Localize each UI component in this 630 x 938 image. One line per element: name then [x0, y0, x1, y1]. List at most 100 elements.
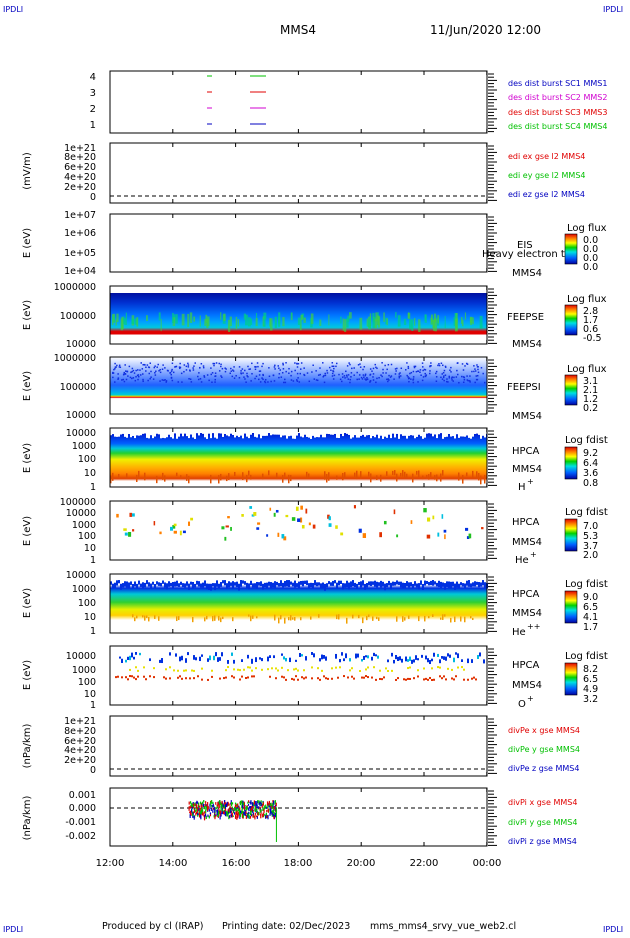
spectrogram-cell: [314, 580, 316, 585]
spectrogram-cell: [381, 362, 383, 364]
divpi-point: [260, 814, 261, 816]
spectrogram-cell: [372, 376, 374, 378]
spectrogram-cell: [131, 675, 133, 677]
spectrogram-cell: [220, 364, 222, 366]
spectrogram-cell: [423, 508, 426, 512]
spectrogram-cell: [284, 618, 286, 624]
spectrogram-cell: [180, 475, 182, 478]
spectrogram-cell: [244, 370, 246, 372]
hpca-hepp-ytick-4: 1: [90, 626, 96, 637]
spectrogram-cell: [200, 315, 201, 326]
divpi-point: [197, 813, 198, 815]
spectrogram-cell: [338, 581, 340, 586]
spectrogram-cell: [429, 677, 431, 679]
spectrogram-cell: [186, 474, 188, 481]
spectrogram-cell: [476, 364, 478, 366]
spectrogram-cell: [330, 433, 332, 435]
spectrogram-cell: [251, 659, 253, 664]
spectrogram-cell: [476, 582, 478, 585]
spectrogram-cell: [257, 522, 260, 524]
spectrogram-cell: [374, 433, 376, 437]
spectrogram-cell: [456, 582, 458, 588]
spectrogram-cell: [246, 475, 248, 482]
hpca-h-ytick-2: 100: [78, 454, 96, 465]
spectrogram-cell: [297, 670, 299, 672]
divpi-point: [229, 804, 230, 806]
spectrogram-cell: [223, 677, 225, 679]
spectrogram-cell: [291, 312, 292, 318]
divpi-point: [189, 806, 190, 810]
spectrogram-cell: [371, 677, 373, 679]
divpi-ytick-3: -0.002: [65, 831, 96, 842]
spectrogram-cell: [431, 679, 433, 681]
spectrogram-cell: [226, 583, 228, 589]
spectrogram-cell: [190, 582, 192, 585]
spectrogram-cell: [159, 369, 161, 371]
spectrogram-cell: [436, 433, 438, 438]
spectrogram-cell: [248, 317, 251, 326]
spectrogram-cell: [425, 678, 427, 680]
spectrogram-cell: [171, 370, 173, 372]
spectrogram-cell: [244, 314, 246, 320]
spectrogram-cell: [365, 655, 367, 657]
spectrogram-cell: [296, 433, 298, 436]
spectrogram-cell: [150, 371, 152, 373]
spectrogram-cell: [152, 433, 154, 438]
spectrogram-cell: [185, 677, 187, 679]
spectrogram-cell: [277, 365, 279, 367]
divpi-point: [266, 810, 267, 812]
spectrogram-cell: [233, 676, 235, 678]
spectrogram-cell: [328, 433, 330, 434]
spectrogram-cell: [409, 666, 411, 668]
spectrogram-cell: [236, 582, 238, 587]
feepse-ylabel: E (eV): [22, 300, 33, 330]
spectrogram-cell: [199, 367, 201, 369]
divpi-point: [236, 808, 237, 811]
spectrogram-cell: [344, 319, 346, 332]
divpi-point: [247, 802, 248, 804]
spectrogram-cell: [464, 617, 466, 623]
spectrogram-cell: [197, 675, 199, 677]
divpi-point: [198, 802, 199, 805]
feepse-ytick-2: 10000: [66, 339, 96, 350]
x-tick-label: 00:00: [473, 858, 502, 869]
spectrogram-cell: [281, 376, 283, 378]
spectrogram-cell: [332, 375, 334, 377]
spectrogram-cell: [334, 375, 336, 377]
spectrogram-cell: [235, 375, 237, 377]
spectrogram-cell: [382, 582, 384, 587]
spectrogram-cell: [116, 580, 118, 585]
spectrogram-cell: [222, 368, 224, 370]
spectrogram-cell: [126, 313, 127, 319]
spectrogram-cell: [190, 378, 192, 380]
burst-ytick-2: 2: [90, 104, 96, 115]
spectrogram-cell: [436, 583, 438, 587]
spectrogram-cell: [202, 583, 204, 588]
spectrogram-cell: [125, 676, 127, 678]
spectrogram-cell: [318, 374, 320, 376]
burst-ytick-3: 3: [90, 88, 96, 99]
spectrogram-cell: [472, 433, 474, 437]
spectrogram-cell: [392, 433, 394, 434]
divpi-point: [204, 806, 205, 809]
spectrogram-cell: [431, 659, 433, 662]
spectrogram-cell: [413, 659, 415, 662]
spectrogram-cell: [130, 377, 132, 379]
divpi-point: [192, 807, 193, 809]
spectrogram-cell: [350, 433, 352, 439]
spectrogram-cell: [482, 580, 484, 585]
spectrogram-cell: [326, 370, 328, 372]
spectrogram-cell: [445, 374, 447, 376]
spectrogram-cell: [273, 655, 275, 658]
spectrogram-cell: [180, 531, 182, 536]
spectrogram-cell: [375, 367, 377, 369]
spectrogram-cell: [279, 373, 281, 375]
spectrogram-cell: [272, 583, 274, 588]
spectrogram-cell: [404, 583, 406, 588]
spectrogram-cell: [343, 319, 344, 331]
spectrogram-cell: [270, 381, 272, 383]
spectrogram-cell: [131, 378, 133, 380]
spectrogram-cell: [277, 533, 279, 537]
spectrogram-cell: [417, 658, 419, 660]
spectrogram-cell: [333, 366, 335, 368]
